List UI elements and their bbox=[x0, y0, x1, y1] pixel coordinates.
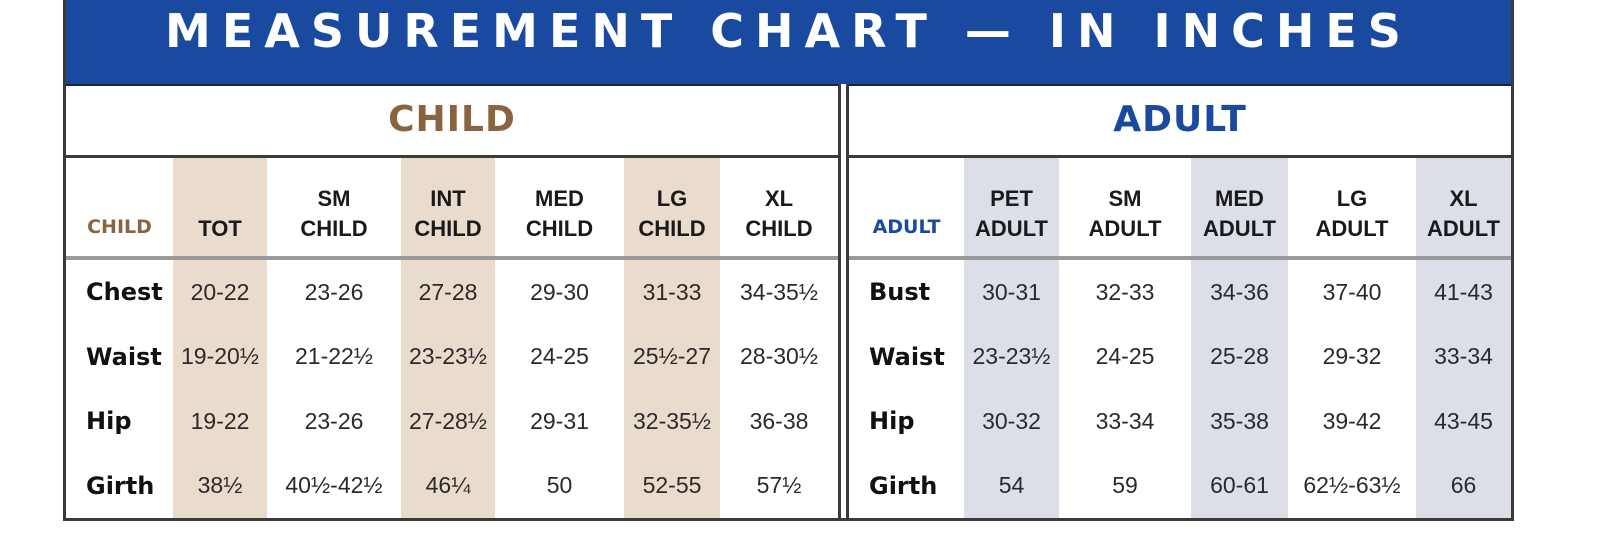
table-cell: 37-40 bbox=[1322, 278, 1382, 305]
row-label: Hip bbox=[869, 407, 915, 436]
table-cell: 24-25 bbox=[1095, 343, 1155, 370]
chart-title: MEASUREMENT CHART — IN INCHES bbox=[165, 4, 1412, 58]
table-cell: 27-28½ bbox=[401, 388, 495, 454]
table-cell: 19-20½ bbox=[173, 324, 267, 389]
adult-panel: ADULT ADULT PET ADULT SM ADULT MED ADULT LG… bbox=[849, 84, 1511, 518]
table-cell: 39-42 bbox=[1322, 407, 1382, 434]
table-row: Waist 19-20½ 21-22½ 23-23½ 24-25 25½-27 … bbox=[66, 324, 838, 389]
child-col-med: MED CHILD bbox=[495, 158, 624, 260]
table-cell: 31-33 bbox=[624, 258, 720, 325]
adult-header-row: ADULT PET ADULT SM ADULT MED ADULT LG ADULT … bbox=[849, 158, 1511, 260]
table-cell: 29-30 bbox=[530, 278, 589, 305]
adult-corner-label: ADULT bbox=[849, 158, 964, 260]
row-label: Waist bbox=[869, 342, 945, 371]
row-label: Hip bbox=[86, 407, 132, 436]
adult-col-med: MED ADULT bbox=[1191, 158, 1288, 260]
table-row: Hip 30-32 33-34 35-38 39-42 43-45 bbox=[849, 388, 1511, 454]
table-cell: 23-23½ bbox=[401, 324, 495, 389]
table-cell: 27-28 bbox=[401, 258, 495, 325]
table-cell: 23-26 bbox=[304, 407, 364, 434]
table-row: Hip 19-22 23-26 27-28½ 29-31 32-35½ 36-3… bbox=[66, 388, 838, 454]
child-header-row: CHILD TOT SM CHILD INT CHILD MED CHILD LG CH… bbox=[66, 158, 838, 260]
table-cell: 29-32 bbox=[1322, 343, 1382, 370]
table-row: Girth 38½ 40½-42½ 46¼ 50 52-55 57½ bbox=[66, 453, 838, 518]
table-row: Bust 30-31 32-33 34-36 37-40 41-43 bbox=[849, 258, 1511, 325]
table-cell: 38½ bbox=[173, 453, 267, 518]
table-cell: 33-34 bbox=[1095, 407, 1155, 434]
table-cell: 46¼ bbox=[401, 453, 495, 518]
table-cell: 50 bbox=[546, 472, 573, 499]
adult-col-xl: XL ADULT bbox=[1416, 158, 1511, 260]
adult-col-sm: SM ADULT bbox=[1059, 158, 1191, 260]
table-cell: 25-28 bbox=[1191, 324, 1288, 389]
table-cell: 43-45 bbox=[1416, 388, 1511, 454]
table-cell: 54 bbox=[964, 453, 1059, 518]
child-panel-header: CHILD bbox=[66, 84, 838, 158]
child-col-int: INT CHILD bbox=[401, 158, 495, 260]
table-cell: 52-55 bbox=[624, 453, 720, 518]
table-cell: 66 bbox=[1416, 453, 1511, 518]
child-corner-label: CHILD bbox=[66, 158, 173, 260]
table-cell: 21-22½ bbox=[294, 343, 373, 370]
table-cell: 35-38 bbox=[1191, 388, 1288, 454]
table-row: Waist 23-23½ 24-25 25-28 29-32 33-34 bbox=[849, 324, 1511, 389]
table-cell: 41-43 bbox=[1416, 258, 1511, 325]
table-cell: 30-31 bbox=[964, 258, 1059, 325]
row-label: Girth bbox=[869, 471, 938, 500]
table-cell: 40½-42½ bbox=[285, 472, 383, 499]
panel-divider bbox=[838, 84, 849, 518]
table-cell: 34-36 bbox=[1191, 258, 1288, 325]
row-label: Bust bbox=[869, 278, 931, 307]
row-label: Chest bbox=[86, 278, 163, 307]
table-cell: 32-35½ bbox=[624, 388, 720, 454]
child-col-sm: SM CHILD bbox=[267, 158, 401, 260]
child-col-xl: XL CHILD bbox=[720, 158, 838, 260]
table-cell: 24-25 bbox=[530, 343, 589, 370]
table-cell: 30-32 bbox=[964, 388, 1059, 454]
child-size-table: CHILD TOT SM CHILD INT CHILD MED CHILD LG CH… bbox=[66, 158, 838, 518]
adult-heading: ADULT bbox=[1113, 99, 1247, 140]
table-cell: 23-26 bbox=[304, 278, 364, 305]
adult-size-table: ADULT PET ADULT SM ADULT MED ADULT LG ADULT … bbox=[849, 158, 1511, 518]
table-cell: 33-34 bbox=[1416, 324, 1511, 389]
table-cell: 57½ bbox=[756, 472, 802, 499]
table-cell: 25½-27 bbox=[624, 324, 720, 389]
table-cell: 59 bbox=[1112, 472, 1138, 499]
adult-col-pet: PET ADULT bbox=[964, 158, 1059, 260]
table-cell: 19-22 bbox=[173, 388, 267, 454]
table-cell: 34-35½ bbox=[739, 278, 818, 305]
table-cell: 28-30½ bbox=[739, 343, 818, 370]
row-label: Girth bbox=[86, 471, 155, 500]
measurement-chart: MEASUREMENT CHART — IN INCHES CHILD CHIL… bbox=[63, 0, 1514, 521]
child-col-tot: TOT bbox=[173, 158, 267, 260]
table-cell: 29-31 bbox=[530, 407, 589, 434]
row-label: Waist bbox=[86, 342, 162, 371]
table-cell: 20-22 bbox=[173, 258, 267, 325]
child-panel: CHILD CHILD TOT SM CHILD INT CHILD MED CHIL… bbox=[66, 84, 838, 518]
adult-panel-header: ADULT bbox=[849, 84, 1511, 158]
table-cell: 23-23½ bbox=[964, 324, 1059, 389]
table-cell: 32-33 bbox=[1095, 278, 1155, 305]
child-heading: CHILD bbox=[388, 99, 516, 140]
table-row: Chest 20-22 23-26 27-28 29-30 31-33 34-3… bbox=[66, 258, 838, 325]
table-cell: 36-38 bbox=[749, 407, 809, 434]
table-cell: 60-61 bbox=[1191, 453, 1288, 518]
adult-col-lg: LG ADULT bbox=[1288, 158, 1416, 260]
child-col-lg: LG CHILD bbox=[624, 158, 720, 260]
table-row: Girth 54 59 60-61 62½-63½ 66 bbox=[849, 453, 1511, 518]
title-bar: MEASUREMENT CHART — IN INCHES bbox=[66, 0, 1511, 86]
table-cell: 62½-63½ bbox=[1303, 472, 1401, 499]
